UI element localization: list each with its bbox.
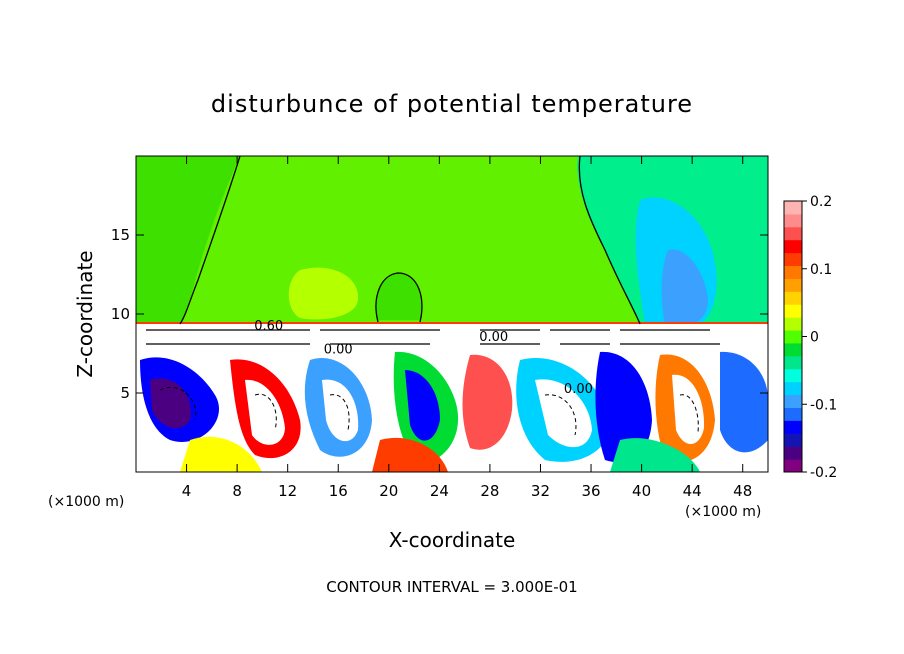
colorbar-tick-label: -0.1: [810, 397, 837, 413]
colorbar-segment: [784, 459, 802, 473]
y-tick-label: 5: [120, 384, 130, 402]
colorbar-segment: [784, 381, 802, 396]
contour-interval-footer: CONTOUR INTERVAL = 3.000E-01: [326, 578, 577, 596]
x-axis-ticks: 4 8 12 16 20 24 28 32 36 40 44 48: [182, 156, 752, 500]
field-region-left-dark: [136, 156, 240, 324]
y-axis-title: Z-coordinate: [73, 250, 97, 377]
colorbar-segment: [784, 201, 802, 215]
field-region-bump: [375, 272, 422, 320]
x-tick-label: 4: [182, 482, 192, 500]
plot-area: [136, 156, 768, 472]
colorbar-segment: [784, 420, 802, 434]
y-axis-ticks: 5 10 15: [111, 226, 768, 402]
colorbar-segment: [784, 265, 802, 279]
x-unit-label: (×1000 m): [685, 504, 761, 520]
y-tick-label: 15: [111, 226, 130, 244]
colorbar-segment: [784, 433, 802, 447]
chart-title: disturbunce of potential temperature: [211, 90, 693, 118]
colorbar-segment: [784, 239, 802, 254]
colorbar-segment: [784, 330, 802, 344]
colorbar-tick-label: 0.1: [810, 262, 832, 278]
colorbar-segment: [784, 355, 802, 370]
colorbar-tick-label: 0: [810, 330, 819, 346]
contour-label: 0.00: [479, 330, 508, 345]
z-unit-label: (×1000 m): [48, 494, 124, 510]
colorbar-segment: [784, 252, 802, 267]
x-tick-label: 28: [480, 482, 499, 500]
colorbar-segment: [784, 368, 802, 383]
colorbar-segment: [784, 304, 802, 318]
colorbar-segment: [784, 407, 802, 421]
colorbar-segment: [784, 226, 802, 241]
contour-label: 0.60: [254, 319, 283, 334]
x-tick-label: 40: [632, 482, 651, 500]
turbulent-blobs: [140, 351, 768, 472]
colorbar-tick-label: 0.2: [810, 194, 832, 210]
colorbar-segment: [784, 446, 802, 460]
x-tick-label: 48: [733, 482, 752, 500]
field-region-deepblue: [661, 249, 708, 324]
colorbar-segment: [784, 278, 802, 292]
colorbar-segment: [784, 394, 802, 408]
colorbar-segment: [784, 213, 802, 228]
contour-label: 0.00: [324, 343, 353, 358]
colorbar-segment: [784, 291, 802, 305]
colorbar-segment: [784, 317, 802, 331]
x-tick-label: 32: [531, 482, 550, 500]
dashed-contours: [159, 386, 699, 436]
x-tick-label: 36: [581, 482, 600, 500]
x-axis-title: X-coordinate: [389, 528, 516, 552]
x-tick-label: 8: [232, 482, 242, 500]
x-tick-label: 44: [683, 482, 702, 500]
contour-lines: [146, 156, 720, 345]
colorbar-tick-label: -0.2: [810, 465, 837, 481]
contour-label: 0.00: [564, 382, 593, 397]
field-region-yellowgreen: [288, 267, 359, 320]
x-tick-label: 16: [329, 482, 348, 500]
x-tick-label: 20: [379, 482, 398, 500]
x-tick-label: 24: [430, 482, 449, 500]
y-tick-label: 10: [111, 305, 130, 323]
colorbar-segment: [784, 342, 802, 357]
contour-labels: 0.60 0.00 0.00 0.00: [254, 319, 593, 397]
colorbar: 0.2 0.1 0 -0.1 -0.2: [783, 194, 837, 481]
x-tick-label: 12: [278, 482, 297, 500]
